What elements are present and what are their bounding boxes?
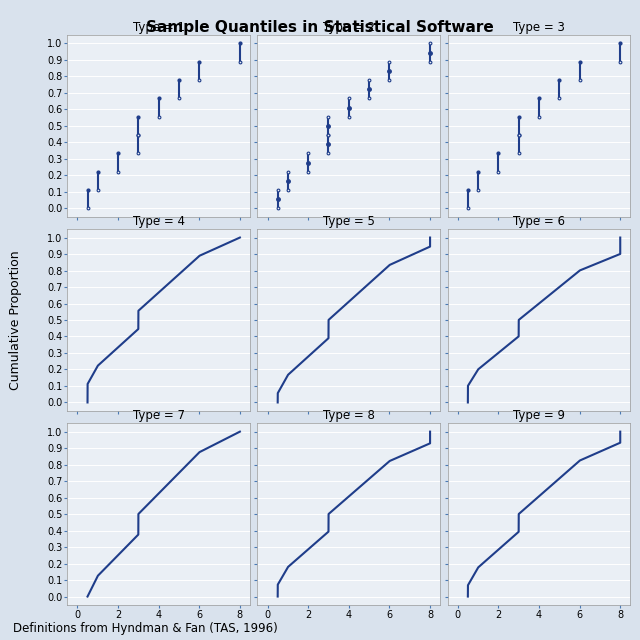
Title: Type = 3: Type = 3: [513, 21, 565, 34]
Title: Type = 6: Type = 6: [513, 215, 565, 228]
Text: Definitions from Hyndman & Fan (TAS, 1996): Definitions from Hyndman & Fan (TAS, 199…: [13, 622, 278, 635]
Text: Cumulative Proportion: Cumulative Proportion: [10, 250, 22, 390]
Title: Type = 9: Type = 9: [513, 409, 565, 422]
Title: Type = 2: Type = 2: [323, 21, 375, 34]
Text: Sample Quantiles in Statistical Software: Sample Quantiles in Statistical Software: [146, 20, 494, 35]
Title: Type = 5: Type = 5: [323, 215, 375, 228]
Title: Type = 1: Type = 1: [132, 21, 184, 34]
Title: Type = 8: Type = 8: [323, 409, 375, 422]
Title: Type = 4: Type = 4: [132, 215, 184, 228]
Title: Type = 7: Type = 7: [132, 409, 184, 422]
